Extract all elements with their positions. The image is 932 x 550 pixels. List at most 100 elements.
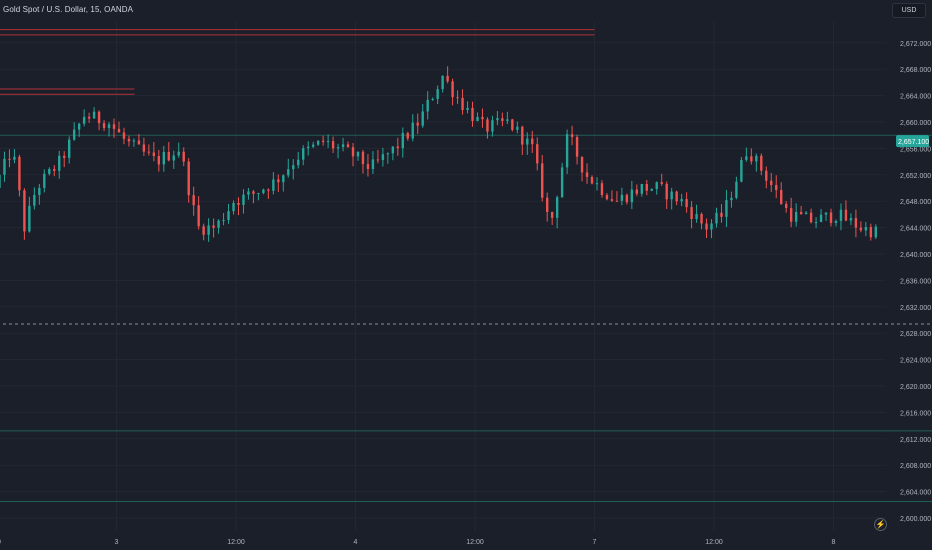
candle-body — [605, 194, 609, 200]
candle-body — [147, 151, 151, 153]
candle-body — [501, 118, 504, 121]
time-axis: 00312:00412:00712:00812:00912:001012:001… — [0, 539, 836, 546]
candle-body — [63, 155, 66, 158]
time-tick-label: 4 — [354, 539, 358, 546]
candle-body — [177, 151, 180, 156]
candle-body — [431, 99, 434, 101]
candle-body — [371, 159, 375, 169]
candle-body — [82, 116, 86, 124]
candle-body — [839, 209, 843, 221]
candle-body — [745, 156, 748, 160]
candle-body — [137, 140, 141, 145]
candle-body — [750, 156, 753, 162]
candle-body — [132, 140, 136, 142]
candle-body — [809, 212, 813, 223]
candle-body — [550, 211, 554, 218]
price-tick-label: 2,628.000 — [900, 331, 931, 338]
currency-button[interactable]: USD — [892, 3, 926, 18]
candle-body — [232, 202, 235, 212]
candle-body — [555, 197, 559, 218]
candle-body — [102, 123, 106, 129]
time-tick-label: 3 — [115, 539, 119, 546]
price-tick-label: 2,668.000 — [900, 67, 931, 74]
candle-body — [730, 197, 733, 201]
candle-body — [436, 89, 439, 100]
candle-body — [466, 107, 469, 110]
price-tick-label: 2,620.000 — [900, 384, 931, 391]
candle-body — [481, 116, 484, 120]
candle-body — [207, 225, 210, 235]
candle-body — [585, 172, 589, 177]
candle-body — [441, 75, 444, 90]
candle-body — [580, 156, 584, 173]
candle-body — [625, 194, 629, 203]
price-tick-label: 2,612.000 — [900, 437, 931, 444]
candle-body — [486, 119, 489, 132]
candle-body — [386, 153, 390, 155]
candle-body — [257, 193, 260, 195]
candle-body — [526, 138, 529, 145]
candle-body — [700, 213, 703, 224]
candle-body — [3, 158, 6, 175]
lightning-icon[interactable]: ⚡ — [874, 518, 887, 531]
candle-body — [157, 156, 161, 165]
price-tick-label: 2,632.000 — [900, 305, 931, 312]
price-tick-label: 2,616.000 — [900, 410, 931, 417]
candle-body — [182, 151, 185, 162]
candle-body — [321, 140, 325, 142]
candle-body — [834, 220, 838, 223]
candle-body — [192, 195, 195, 206]
price-tick-label: 2,640.000 — [900, 252, 931, 259]
price-tick-label: 2,648.000 — [900, 199, 931, 206]
price-tick-label: 2,672.000 — [900, 41, 931, 48]
candle-body — [685, 199, 688, 208]
candle-body — [635, 189, 639, 194]
candle-body — [675, 191, 678, 202]
candle-body — [545, 197, 549, 212]
candle-body — [660, 182, 663, 184]
candle-body — [476, 116, 479, 121]
candle-body — [610, 199, 614, 201]
candle-body — [282, 175, 285, 183]
candle-body — [864, 227, 868, 231]
candle-body — [242, 194, 245, 205]
candle-body — [740, 159, 743, 182]
candle-body — [655, 182, 658, 190]
candle-body — [277, 179, 280, 183]
candle-body — [536, 144, 539, 164]
candle-body — [471, 107, 474, 121]
candle-body — [18, 156, 21, 191]
candle-body — [735, 181, 738, 198]
price-tick-label: 2,636.000 — [900, 278, 931, 285]
price-tick-label: 2,656.000 — [900, 146, 931, 153]
candle-body — [292, 165, 295, 170]
candle-body — [247, 191, 250, 195]
candle-body — [780, 190, 783, 204]
candle-body — [396, 146, 400, 149]
candle-body — [172, 155, 175, 161]
candle-body — [351, 147, 355, 157]
candle-body — [341, 144, 345, 148]
candle-body — [336, 147, 340, 149]
last-price-label: 2,657.100 — [898, 139, 929, 146]
candle-body — [859, 227, 863, 231]
candle-body — [446, 75, 449, 82]
time-tick-label: 12:00 — [227, 539, 245, 546]
candle-body — [829, 212, 833, 223]
candle-body — [849, 218, 853, 221]
chart-grid — [0, 22, 886, 531]
candle-body — [531, 138, 534, 145]
candle-body — [227, 211, 230, 221]
candle-body — [640, 184, 644, 194]
candle-body — [356, 151, 360, 157]
candle-body — [560, 167, 564, 198]
candle-body — [695, 213, 698, 220]
candle-body — [784, 203, 788, 209]
candle-body — [406, 133, 409, 139]
candle-body — [565, 134, 569, 168]
horizontal-levels — [0, 29, 932, 502]
candle-body — [77, 123, 81, 130]
candle-body — [770, 180, 773, 186]
candle-body — [620, 194, 624, 201]
